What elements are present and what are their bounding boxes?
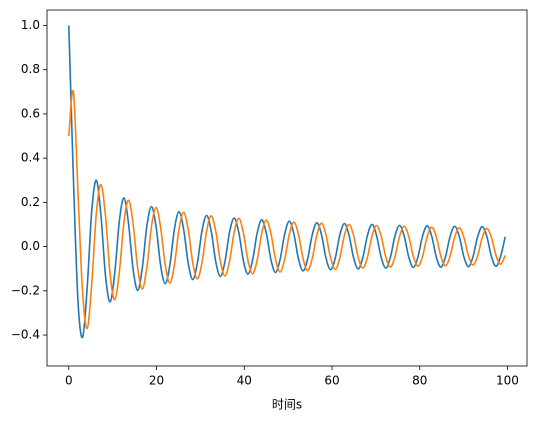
x-tick-label: 40 <box>237 374 252 388</box>
x-tick-label: 80 <box>412 374 427 388</box>
line <box>68 89 506 330</box>
y-tick-label: 0.4 <box>21 151 40 165</box>
x-tick-label: 20 <box>149 374 164 388</box>
x-tick-label: 0 <box>65 374 73 388</box>
y-tick-label: 0.0 <box>21 239 40 253</box>
x-tick-label: 60 <box>324 374 339 388</box>
line <box>68 25 506 339</box>
y-tick-label: 0.6 <box>21 106 40 120</box>
y-tick-label: 1.0 <box>21 18 40 32</box>
y-tick-label: 0.2 <box>21 195 40 209</box>
x-axis-label: 时间s <box>272 398 302 412</box>
x-tick-label: 100 <box>496 374 519 388</box>
plot-frame <box>46 9 528 367</box>
y-tick-label: −0.2 <box>11 283 40 297</box>
y-tick-label: −0.4 <box>11 328 40 342</box>
y-tick-label: 0.8 <box>21 62 40 76</box>
